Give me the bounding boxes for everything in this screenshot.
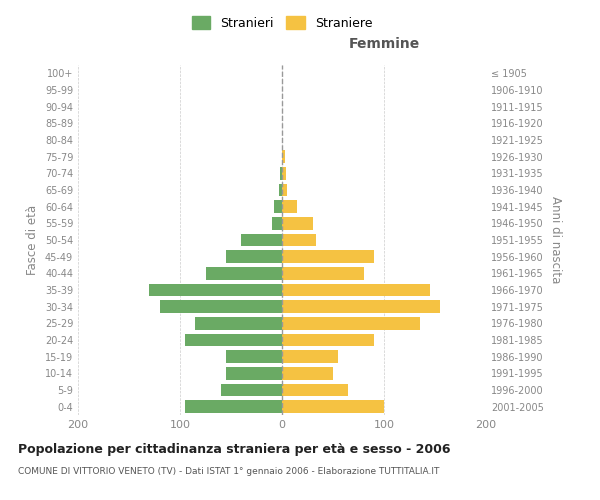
Bar [282,334,374,346]
Bar [282,184,287,196]
Bar [226,350,282,363]
Text: Femmine: Femmine [349,37,419,51]
Bar [226,250,282,263]
Bar [280,167,282,179]
Bar [282,267,364,280]
Bar [160,300,282,313]
Y-axis label: Anni di nascita: Anni di nascita [549,196,562,284]
Bar [282,234,316,246]
Text: COMUNE DI VITTORIO VENETO (TV) - Dati ISTAT 1° gennaio 2006 - Elaborazione TUTTI: COMUNE DI VITTORIO VENETO (TV) - Dati IS… [18,468,439,476]
Bar [282,167,286,179]
Bar [149,284,282,296]
Bar [282,367,333,380]
Bar [206,267,282,280]
Bar [282,200,298,213]
Bar [282,384,349,396]
Bar [196,317,282,330]
Y-axis label: Fasce di età: Fasce di età [26,205,39,275]
Bar [282,317,420,330]
Bar [226,367,282,380]
Bar [274,200,282,213]
Bar [185,334,282,346]
Bar [282,350,338,363]
Bar [185,400,282,413]
Bar [279,184,282,196]
Bar [282,217,313,230]
Bar [282,150,285,163]
Bar [241,234,282,246]
Bar [272,217,282,230]
Bar [282,250,374,263]
Bar [282,300,440,313]
Legend: Stranieri, Straniere: Stranieri, Straniere [187,11,377,35]
Bar [221,384,282,396]
Bar [282,400,384,413]
Text: Popolazione per cittadinanza straniera per età e sesso - 2006: Popolazione per cittadinanza straniera p… [18,442,451,456]
Bar [282,284,430,296]
